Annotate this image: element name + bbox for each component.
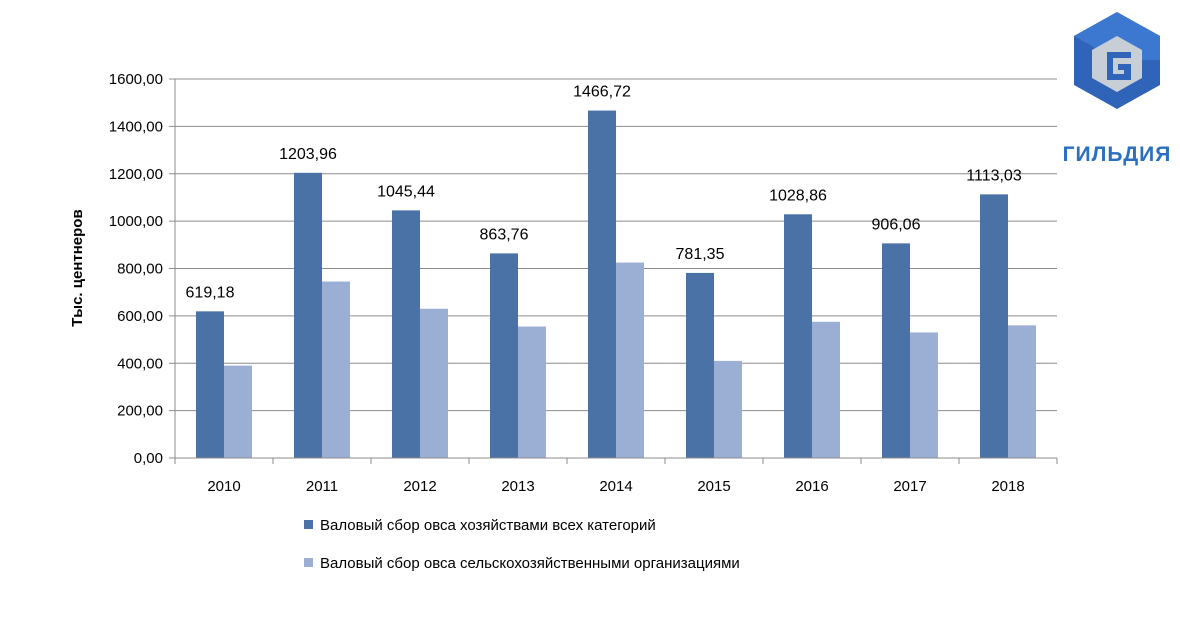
y-tick-label-7: 1400,00 xyxy=(109,118,163,135)
legend-swatch-series-2 xyxy=(304,558,313,567)
data-label-2012: 1045,44 xyxy=(377,183,435,200)
axes xyxy=(174,79,1058,464)
bar-series-2-2017 xyxy=(910,332,938,458)
bar-series-2-2018 xyxy=(1008,325,1036,458)
data-label-2013: 863,76 xyxy=(480,226,529,243)
data-label-2010: 619,18 xyxy=(186,284,235,301)
bar-series-1-2010 xyxy=(196,311,224,458)
y-tick-label-8: 1600,00 xyxy=(109,71,163,88)
x-tick-label-2014: 2014 xyxy=(599,478,632,495)
data-label-2011: 1203,96 xyxy=(279,146,337,163)
legend-swatch-series-1 xyxy=(304,520,313,529)
x-tick-label-2018: 2018 xyxy=(991,478,1024,495)
bar-series-2-2015 xyxy=(714,360,742,458)
x-tick-label-2010: 2010 xyxy=(207,478,240,495)
bar-series-1-2012 xyxy=(392,210,420,458)
logo-letter-g-icon xyxy=(1107,52,1131,80)
y-tick-label-5: 1000,00 xyxy=(109,213,163,230)
gildiya-logo: ГИЛЬДИЯ xyxy=(1063,12,1172,166)
y-tick-label-6: 1200,00 xyxy=(109,166,163,183)
x-tick-label-2016: 2016 xyxy=(795,478,828,495)
y-tick-label-4: 800,00 xyxy=(117,261,163,278)
bar-series-1-2015 xyxy=(686,272,714,458)
bar-series-1-2011 xyxy=(294,172,322,458)
data-label-2017: 906,06 xyxy=(872,216,921,233)
bar-series-2-2010 xyxy=(224,365,252,458)
bar-series-1-2014 xyxy=(588,110,616,458)
x-tick-label-2015: 2015 xyxy=(697,478,730,495)
bar-series-2-2014 xyxy=(616,262,644,458)
y-tick-label-1: 200,00 xyxy=(117,403,163,420)
bar-series-1-2018 xyxy=(980,194,1008,458)
bar-series-2-2013 xyxy=(518,326,546,458)
y-tick-labels: 0,00 200,00 400,00 600,00 800,00 1000,00 1200,… xyxy=(109,71,163,467)
data-labels: 619,18 1203,96 1045,44 863,76 1466,72 781,35 1… xyxy=(186,84,1022,302)
bar-series-1-2016 xyxy=(784,214,812,458)
y-tick-label-0: 0,00 xyxy=(134,450,163,467)
x-tick-labels: 2010 2011 2012 2013 2014 2015 2016 2017 2018 xyxy=(207,478,1024,495)
data-label-2014: 1466,72 xyxy=(573,84,631,101)
bar-series-2-2011 xyxy=(322,281,350,458)
legend: Валовый сбор овса хозяйствами всех катег… xyxy=(304,517,740,572)
x-tick-label-2017: 2017 xyxy=(893,478,926,495)
data-label-2016: 1028,86 xyxy=(769,187,827,204)
x-tick-label-2011: 2011 xyxy=(306,478,338,495)
x-tick-label-2012: 2012 xyxy=(403,478,436,495)
data-label-2018: 1113,03 xyxy=(966,167,1022,184)
bar-series-1-2017 xyxy=(882,243,910,458)
logo-wordmark: ГИЛЬДИЯ xyxy=(1063,143,1172,166)
bar-series-2-2016 xyxy=(812,321,840,458)
data-label-2015: 781,35 xyxy=(676,246,725,263)
bars xyxy=(196,110,1036,458)
y-tick-label-2: 400,00 xyxy=(117,355,163,372)
y-tick-label-3: 600,00 xyxy=(117,308,163,325)
bar-series-1-2013 xyxy=(490,253,518,458)
y-axis-title: Тыс. центнеров xyxy=(69,209,86,326)
legend-label-series-1: Валовый сбор овса хозяйствами всех катег… xyxy=(320,517,656,534)
bar-series-2-2012 xyxy=(420,308,448,458)
legend-label-series-2: Валовый сбор овса сельскохозяйственными … xyxy=(320,555,740,572)
x-tick-label-2013: 2013 xyxy=(501,478,534,495)
